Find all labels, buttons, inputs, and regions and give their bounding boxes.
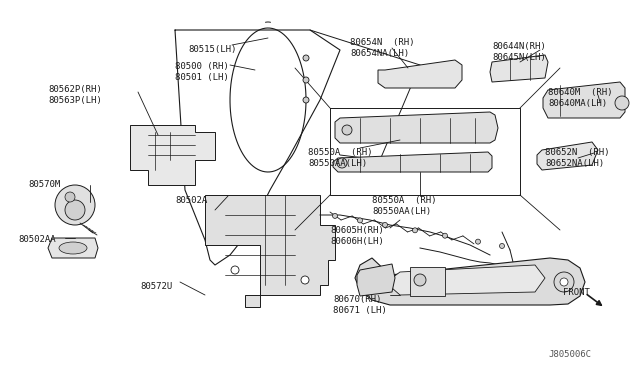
Circle shape (301, 276, 309, 284)
Text: 80670(RH)
80671 (LH): 80670(RH) 80671 (LH) (333, 295, 387, 315)
Circle shape (383, 222, 387, 227)
Circle shape (476, 239, 481, 244)
Text: 80640M  (RH)
80640MA(LH): 80640M (RH) 80640MA(LH) (548, 88, 612, 108)
Text: 80562P(RH)
80563P(LH): 80562P(RH) 80563P(LH) (48, 85, 102, 105)
Polygon shape (537, 142, 598, 170)
Text: 80550A  (RH)
80550AA(LH): 80550A (RH) 80550AA(LH) (372, 196, 436, 216)
Circle shape (414, 274, 426, 286)
Text: 80605H(RH)
80606H(LH): 80605H(RH) 80606H(LH) (330, 226, 384, 246)
Text: 80502AA: 80502AA (18, 235, 56, 244)
Polygon shape (355, 258, 585, 305)
Circle shape (333, 214, 337, 218)
Circle shape (231, 266, 239, 274)
Polygon shape (357, 264, 395, 296)
Polygon shape (205, 195, 335, 307)
Text: 80572U: 80572U (140, 282, 172, 291)
Text: 80515(LH): 80515(LH) (188, 45, 236, 54)
Polygon shape (410, 267, 445, 296)
Circle shape (499, 243, 504, 248)
Polygon shape (392, 265, 545, 295)
Circle shape (413, 228, 417, 233)
Circle shape (55, 185, 95, 225)
Circle shape (560, 278, 568, 286)
Ellipse shape (59, 242, 87, 254)
Text: 80652N  (RH)
80652NA(LH): 80652N (RH) 80652NA(LH) (545, 148, 609, 168)
Text: 80570M: 80570M (28, 180, 60, 189)
Circle shape (337, 158, 347, 168)
Text: 80550A  (RH)
80550AA(LH): 80550A (RH) 80550AA(LH) (308, 148, 372, 168)
Circle shape (342, 125, 352, 135)
Text: 80654N  (RH)
80654NA(LH): 80654N (RH) 80654NA(LH) (350, 38, 415, 58)
Circle shape (554, 272, 574, 292)
Polygon shape (543, 82, 625, 118)
Circle shape (358, 218, 362, 223)
Polygon shape (378, 60, 462, 88)
Circle shape (65, 200, 85, 220)
Polygon shape (335, 112, 498, 143)
Text: 80502A: 80502A (175, 196, 207, 205)
Polygon shape (48, 238, 98, 258)
Circle shape (303, 77, 309, 83)
Circle shape (442, 233, 447, 238)
Circle shape (303, 97, 309, 103)
Text: 80644N(RH)
80645N(LH): 80644N(RH) 80645N(LH) (492, 42, 546, 62)
Text: J805006C: J805006C (548, 350, 591, 359)
Text: 80500 (RH)
80501 (LH): 80500 (RH) 80501 (LH) (175, 62, 228, 82)
Polygon shape (130, 125, 215, 185)
Circle shape (303, 55, 309, 61)
Circle shape (615, 96, 629, 110)
Polygon shape (333, 152, 492, 172)
Text: FRONT: FRONT (563, 288, 590, 297)
Circle shape (65, 192, 75, 202)
Polygon shape (490, 55, 548, 82)
